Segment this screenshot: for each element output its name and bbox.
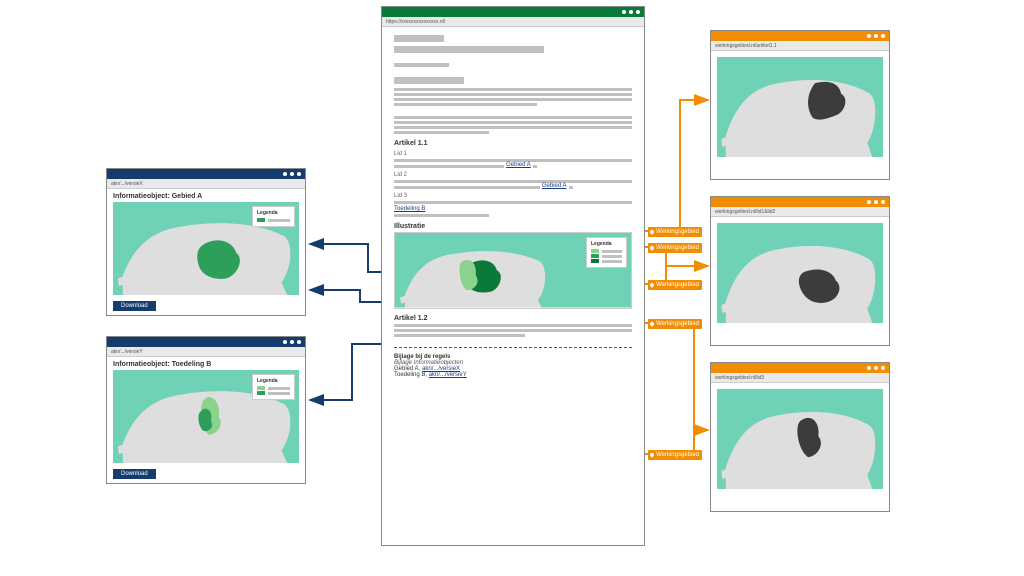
main-titlebar (382, 7, 644, 17)
left1-legend: Legenda (252, 206, 295, 227)
left2-download-button[interactable]: Download (113, 469, 156, 479)
werkingsgebied-button-art12[interactable]: Werkingsgebied (648, 450, 702, 460)
right3-url: werkingsgebied.nl/lid3 (711, 373, 889, 383)
right1-url: werkingsgebied.nl/artikel1.1 (711, 41, 889, 51)
werkingsgebied-button-lid3[interactable]: Werkingsgebied (648, 319, 702, 329)
illustration-legend: Legenda (586, 237, 627, 268)
label-lid1: Lid 1 (394, 151, 632, 157)
werkingsgebied-window-2: werkingsgebied.nl/lid1&lid2 (710, 196, 890, 346)
werkingsgebied-button-lid1[interactable]: Werkingsgebied (648, 243, 702, 253)
right2-url: werkingsgebied.nl/lid1&lid2 (711, 207, 889, 217)
left1-title: Informatieobject: Gebied A (107, 189, 305, 202)
label-lid3: Lid 3 (394, 193, 632, 199)
right3-titlebar (711, 363, 889, 373)
left1-titlebar (107, 169, 305, 179)
label-lid2: Lid 2 (394, 172, 632, 178)
left1-url: akn/.../versieX (107, 179, 305, 189)
info-object-window-toedeling-b: akn/.../versieY Informatieobject: Toedel… (106, 336, 306, 484)
link-gebied-a-1[interactable]: Gebied A (506, 162, 531, 168)
left2-title: Informatieobject: Toedeling B (107, 357, 305, 370)
main-url: https://xxxxxxxxxxxxxxx.nl/ (382, 17, 644, 27)
left1-map: Legenda (113, 202, 299, 295)
left2-legend: Legenda (252, 374, 295, 400)
main-document-window: https://xxxxxxxxxxxxxxx.nl/ Artikel 1.1 … (381, 6, 645, 546)
left1-download-button[interactable]: Download (113, 301, 156, 311)
footer-link-versiey[interactable]: akn/.../versieY (429, 372, 467, 378)
link-toedeling-b[interactable]: Toedeling B (394, 206, 425, 212)
info-object-window-gebied-a: akn/.../versieX Informatieobject: Gebied… (106, 168, 306, 316)
left2-titlebar (107, 337, 305, 347)
werkingsgebied-button-lid2[interactable]: Werkingsgebied (648, 280, 702, 290)
werkingsgebied-button-art11[interactable]: Werkingsgebied (648, 227, 702, 237)
werkingsgebied-window-1: werkingsgebied.nl/artikel1.1 (710, 30, 890, 180)
left2-url: akn/.../versieY (107, 347, 305, 357)
heading-illustratie: Illustratie (394, 223, 632, 230)
footer: Bijlage bij de regels Bijlage Informatie… (394, 347, 632, 378)
left2-map: Legenda (113, 370, 299, 463)
right2-body (711, 217, 889, 329)
heading-artikel-1-2: Artikel 1.2 (394, 315, 632, 322)
werkingsgebied-window-3: werkingsgebied.nl/lid3 (710, 362, 890, 512)
right2-titlebar (711, 197, 889, 207)
heading-artikel-1-1: Artikel 1.1 (394, 140, 632, 147)
link-gebied-a-2[interactable]: Gebied A (542, 183, 567, 189)
main-body: Artikel 1.1 Lid 1 Gebied A Lid 2 Gebied … (382, 27, 644, 386)
right1-body (711, 51, 889, 163)
illustration-map: Legenda (394, 232, 632, 309)
right1-titlebar (711, 31, 889, 41)
right3-body (711, 383, 889, 495)
